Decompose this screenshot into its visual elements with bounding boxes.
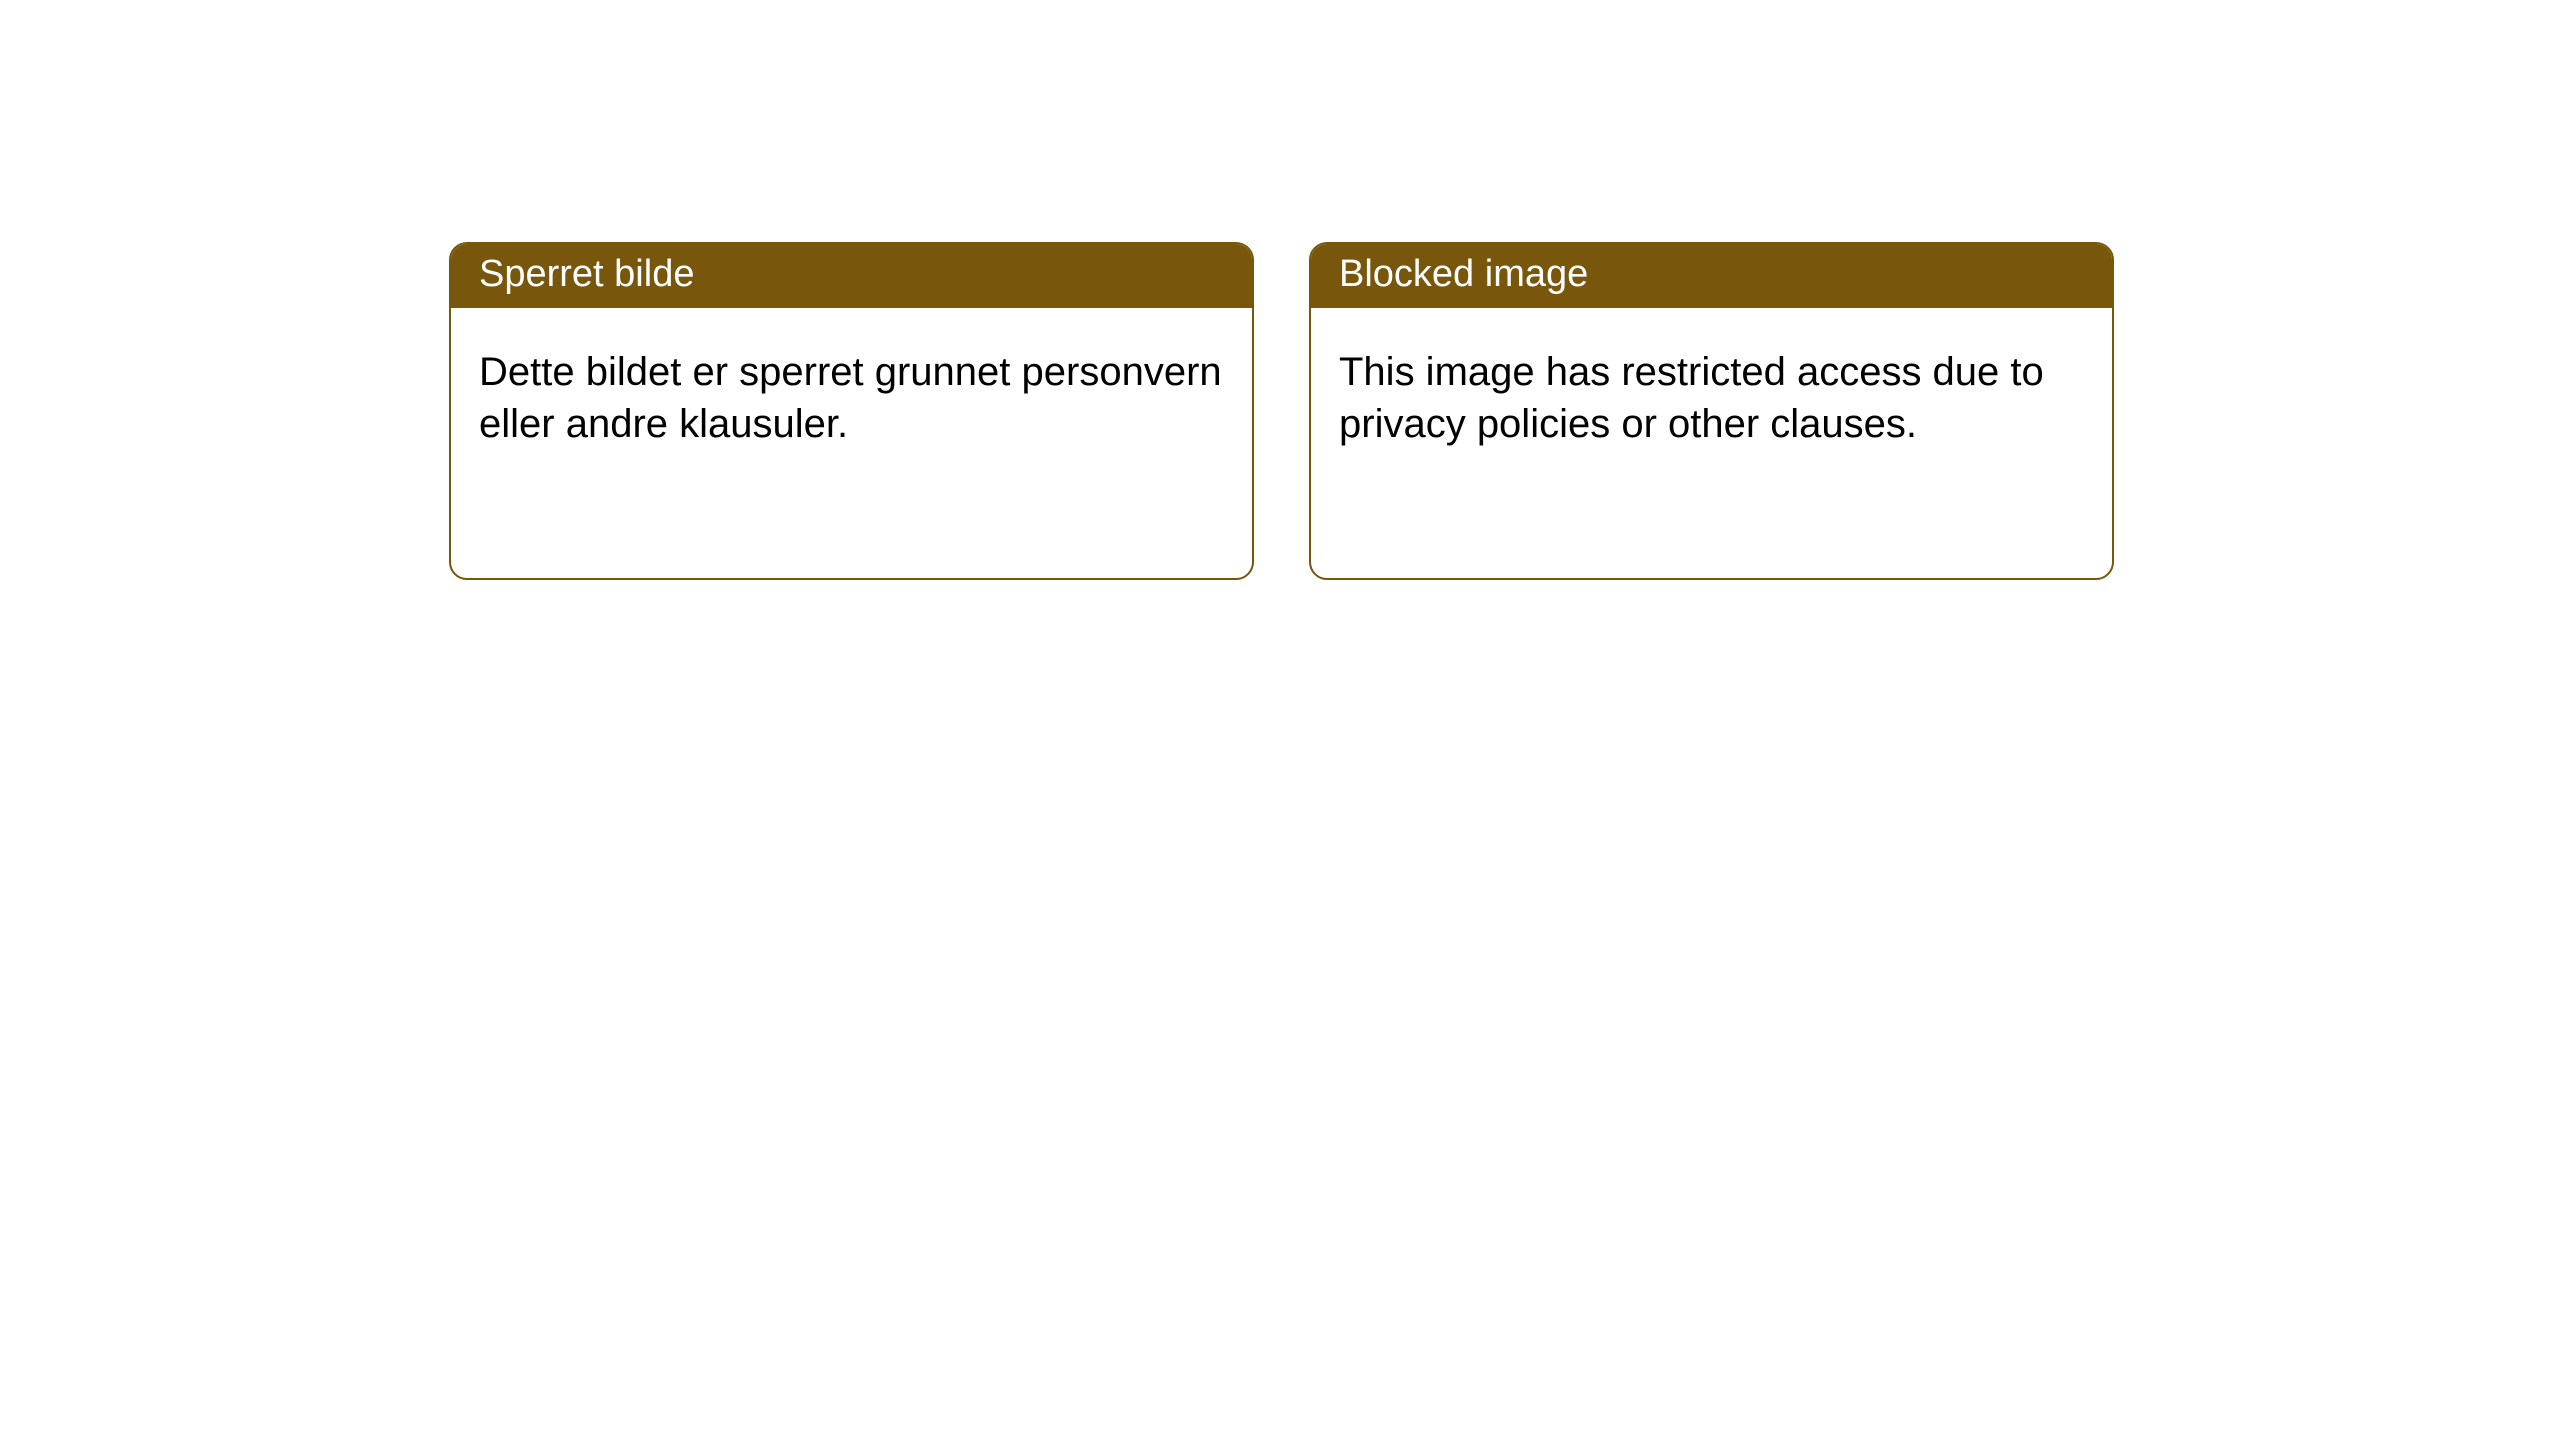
card-body-text: This image has restricted access due to …	[1311, 308, 2112, 480]
card-title: Sperret bilde	[451, 244, 1252, 308]
notice-card-norwegian: Sperret bilde Dette bildet er sperret gr…	[449, 242, 1254, 580]
notice-cards-container: Sperret bilde Dette bildet er sperret gr…	[0, 0, 2560, 580]
card-title: Blocked image	[1311, 244, 2112, 308]
notice-card-english: Blocked image This image has restricted …	[1309, 242, 2114, 580]
card-body-text: Dette bildet er sperret grunnet personve…	[451, 308, 1252, 480]
